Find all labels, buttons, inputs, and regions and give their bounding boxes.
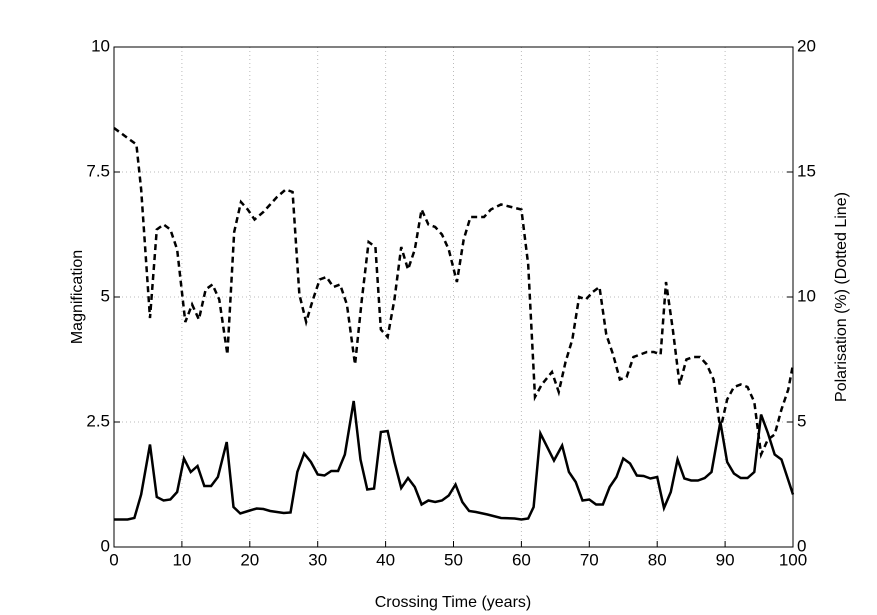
x-tick-label: 50 xyxy=(444,550,463,569)
data-line xyxy=(113,126,795,460)
y2-tick-label: 15 xyxy=(797,161,816,180)
x-tick-label: 90 xyxy=(716,550,735,569)
x-tick-label: 30 xyxy=(308,550,327,569)
x-tick-label: 40 xyxy=(376,550,395,569)
x-tick-label: 10 xyxy=(172,550,191,569)
x-axis-label: Crossing Time (years) xyxy=(375,594,531,611)
y-tick-label: 10 xyxy=(91,36,110,55)
y-tick-label: 7.5 xyxy=(86,161,110,180)
y-axis-label: Magnification xyxy=(69,250,86,344)
x-tick-label: 20 xyxy=(240,550,259,569)
x-tick-label: 80 xyxy=(648,550,667,569)
data-line xyxy=(114,400,795,521)
y2-tick-label: 20 xyxy=(797,36,816,55)
x-tick-label: 100 xyxy=(779,550,807,569)
x-tick-label: 60 xyxy=(512,550,531,569)
y-tick-label: 2.5 xyxy=(86,411,110,430)
x-tick-label: 0 xyxy=(109,550,118,569)
y2-tick-label: 10 xyxy=(797,286,816,305)
y2-tick-label: 5 xyxy=(797,411,806,430)
plot-frame xyxy=(113,46,794,548)
y-tick-label: 0 xyxy=(101,536,110,555)
x-tick-label: 70 xyxy=(580,550,599,569)
y2-tick-label: 0 xyxy=(797,536,806,555)
y-tick-label: 5 xyxy=(101,286,110,305)
y2-axis-label: Polarisation (%) (Dotted Line) xyxy=(833,192,850,402)
